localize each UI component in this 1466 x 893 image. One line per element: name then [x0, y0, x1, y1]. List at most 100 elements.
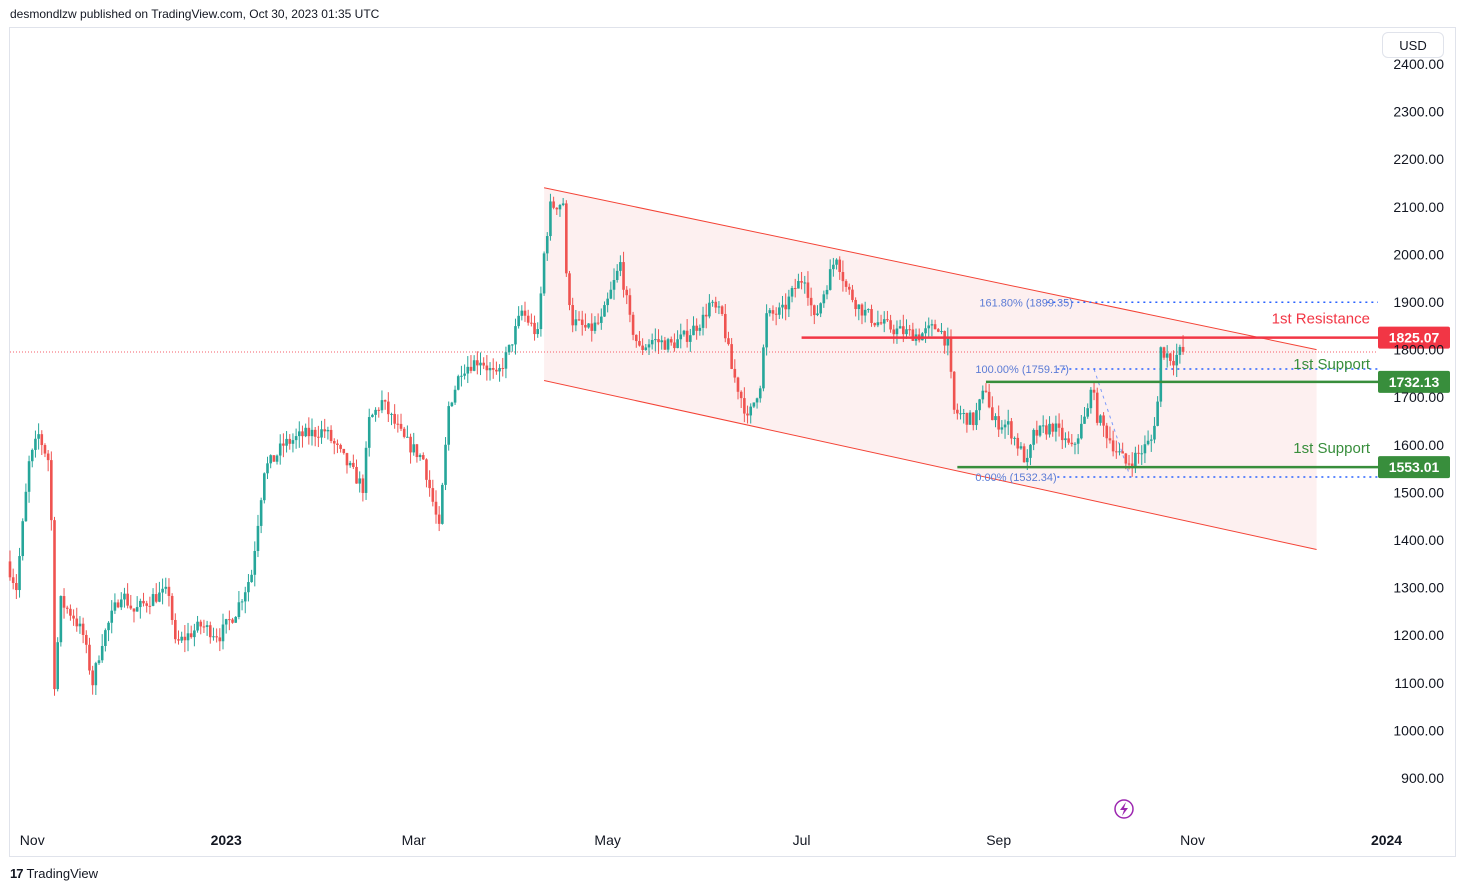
candle-body	[107, 622, 110, 631]
candle-body	[361, 478, 365, 493]
resistance-label: 1st Resistance	[1272, 311, 1370, 328]
candle-body	[485, 365, 489, 371]
candle-body	[526, 315, 530, 323]
candle-body	[88, 644, 91, 671]
x-tick-label: 2024	[1371, 832, 1402, 848]
candle-body	[431, 488, 435, 502]
candle-body	[145, 603, 148, 606]
channel-lower-line	[543, 380, 1317, 551]
candle-body	[15, 583, 18, 591]
time-axis[interactable]: Nov 2023 Mar May Jul Sep Nov 2024	[20, 832, 1403, 848]
candle-body	[421, 455, 425, 460]
candle-body	[352, 462, 355, 467]
candle-body	[434, 501, 438, 515]
candle-body	[396, 423, 400, 425]
candle-body	[1083, 416, 1086, 424]
candle-body	[695, 325, 698, 331]
candle-body	[69, 608, 72, 616]
candle-body	[488, 367, 492, 371]
candle-body	[905, 329, 908, 335]
candle-body	[685, 330, 689, 342]
candle-body	[123, 593, 126, 600]
candle-body	[1029, 444, 1032, 458]
fibonacci-levels: 161.80% (1899.35) 100.00% (1759.17) 0.00% …	[975, 297, 1378, 484]
candle-body	[291, 440, 295, 444]
candle-body	[504, 352, 508, 369]
candle-body	[247, 582, 250, 593]
candle-body	[968, 412, 972, 425]
candle-body	[358, 478, 361, 484]
candle-body	[390, 413, 393, 415]
candle-body	[622, 262, 625, 290]
candle-body	[75, 618, 79, 627]
y-tick-label: 1400.00	[1393, 532, 1444, 548]
candle-body	[167, 586, 171, 596]
candle-body	[326, 429, 330, 432]
candle-body	[1016, 437, 1020, 449]
candle-body	[1108, 438, 1112, 441]
candle-body	[409, 436, 412, 453]
price-axis[interactable]: 900.00 1000.00 1100.00 1200.00 1300.00 1400.0…	[1393, 56, 1444, 786]
candle-body	[215, 636, 218, 638]
candle-body	[21, 521, 25, 557]
candle-body	[62, 596, 66, 608]
candle-body	[437, 514, 441, 524]
candle-body	[933, 324, 937, 330]
candle-body	[164, 586, 168, 589]
candle-body	[898, 326, 902, 329]
candle-body	[787, 296, 791, 310]
candle-body	[18, 556, 21, 591]
candle-body	[320, 429, 323, 438]
candle-body	[59, 596, 63, 643]
tradingview-logo-icon: 17	[10, 866, 24, 881]
x-tick-label: Jul	[793, 832, 811, 848]
candle-body	[987, 391, 991, 408]
candle-body	[495, 369, 498, 372]
candle-body	[1067, 438, 1070, 443]
candle-body	[186, 633, 190, 641]
candle-body	[1010, 421, 1013, 439]
candle-body	[606, 298, 609, 306]
candle-body	[1111, 440, 1115, 452]
y-tick-label: 1500.00	[1393, 484, 1444, 500]
candle-body	[838, 259, 842, 273]
candle-body	[743, 398, 746, 414]
candle-body	[701, 314, 705, 328]
chart-frame	[9, 27, 1456, 857]
candle-body	[631, 314, 635, 335]
candle-body	[65, 607, 69, 609]
candle-body	[835, 259, 838, 265]
candle-body	[310, 429, 314, 437]
currency-button[interactable]: USD	[1382, 32, 1444, 58]
candle-body	[510, 344, 514, 346]
candle-body	[126, 593, 129, 606]
candle-body	[444, 444, 447, 485]
candle-body	[482, 362, 485, 366]
candle-body	[456, 376, 460, 390]
candle-body	[1076, 438, 1080, 444]
lightning-icon[interactable]	[1114, 799, 1134, 819]
brand-name: TradingView	[26, 866, 99, 881]
candle-body	[1022, 446, 1026, 463]
candle-body	[212, 636, 215, 638]
y-tick-label: 2400.00	[1393, 56, 1444, 72]
candle-body	[447, 406, 451, 445]
candle-body	[1032, 429, 1035, 445]
candle-body	[758, 388, 762, 399]
candle-body	[301, 431, 304, 437]
candle-body	[936, 329, 940, 332]
tradingview-brand[interactable]: 17 TradingView	[10, 866, 98, 881]
candle-body	[472, 360, 476, 371]
candle-body	[609, 289, 613, 299]
candle-body	[8, 561, 12, 578]
candle-body	[717, 306, 721, 308]
fib-label: 100.00% (1759.17)	[975, 364, 1069, 376]
candle-body	[1070, 442, 1074, 445]
candle-body	[882, 319, 886, 324]
x-tick-label: Sep	[986, 832, 1011, 848]
candle-body	[854, 299, 857, 310]
candle-body	[657, 339, 660, 343]
candle-body	[294, 436, 298, 441]
candle-body	[399, 423, 403, 429]
